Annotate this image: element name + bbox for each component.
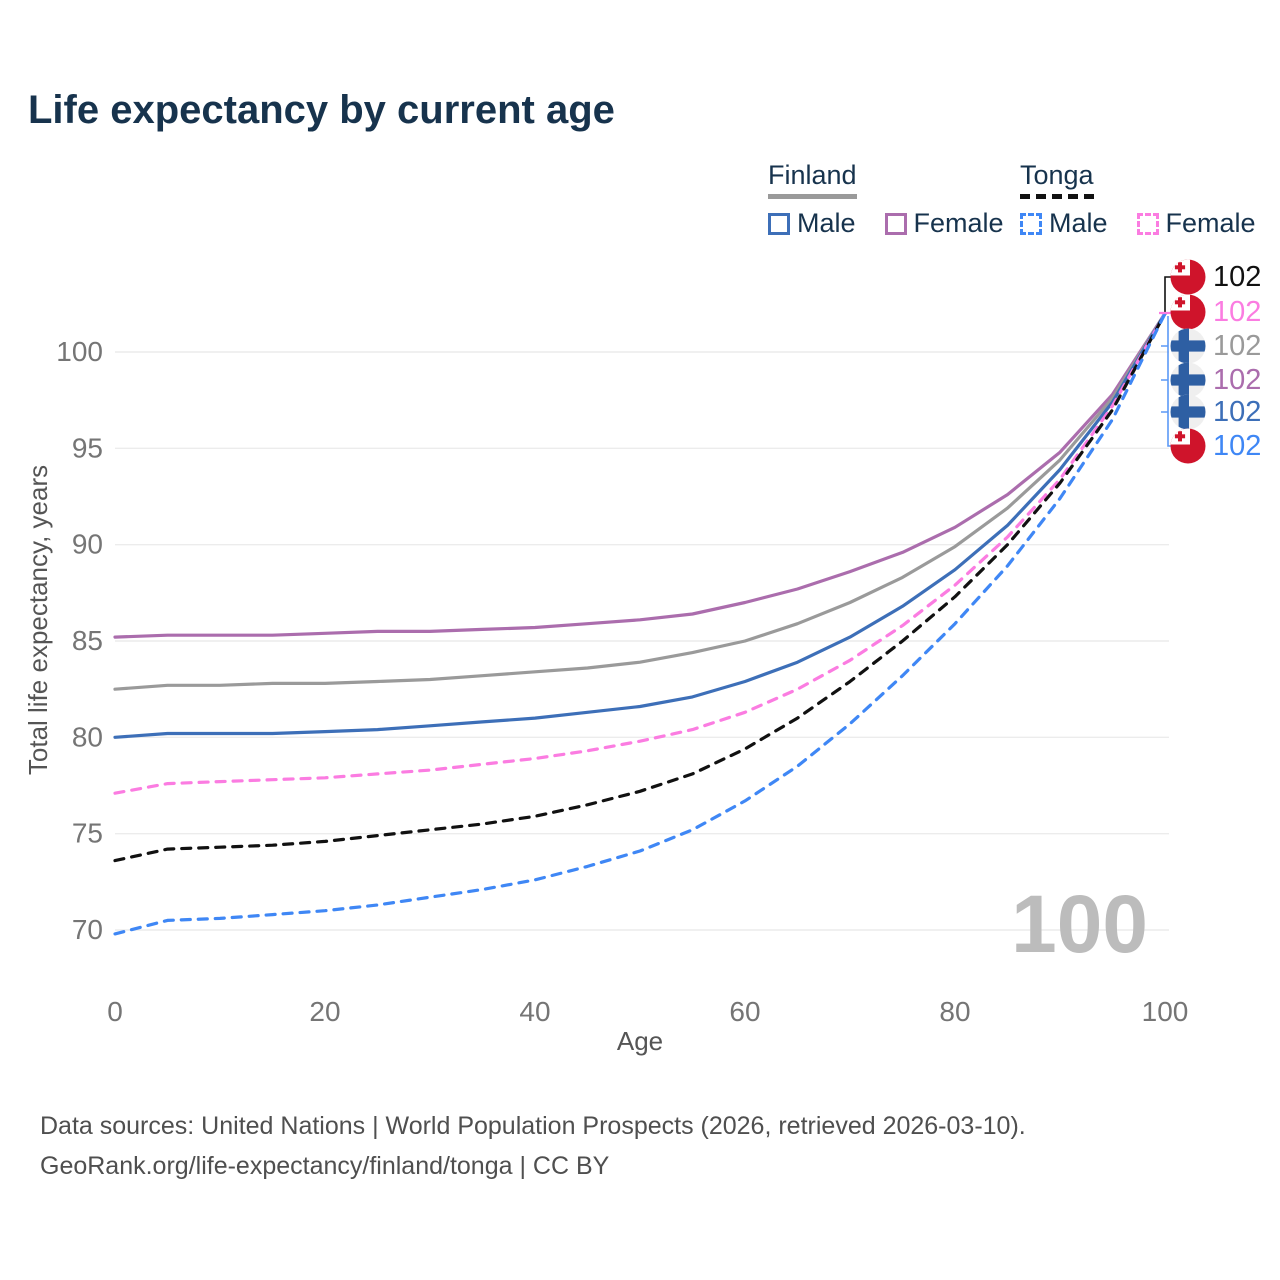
footer-data-sources: Data sources: United Nations | World Pop… (40, 1112, 1026, 1140)
y-tick-label: 90 (72, 529, 103, 560)
series-line-finland_total (113, 311, 1167, 691)
gridlines: 70 75 80 85 90 95 100 0 20 40 60 80 100 (56, 336, 1188, 1027)
series-line-tonga_total (113, 311, 1167, 863)
footer: Data sources: United Nations | World Pop… (40, 1106, 1026, 1186)
end-label-value: 102 (1213, 429, 1262, 462)
y-tick-label: 75 (72, 818, 103, 849)
series-line-tonga_male (113, 311, 1167, 936)
legend-item-tonga-male[interactable]: Male (1020, 208, 1108, 239)
x-tick-label: 0 (107, 996, 123, 1027)
tonga-female-swatch-icon (1136, 212, 1159, 235)
end-label-row-finland_female: 102 (1170, 362, 1261, 398)
x-tick-label: 80 (939, 996, 970, 1027)
tonga-flag-icon (1170, 259, 1206, 295)
legend-row-tonga: Male Female (1020, 208, 1278, 239)
x-tick-label: 60 (729, 996, 760, 1027)
end-label-value: 102 (1213, 329, 1262, 362)
y-tick-label: 100 (56, 336, 103, 367)
end-label-value: 102 (1213, 395, 1262, 428)
end-label-row-tonga_total: 102 (1170, 259, 1261, 295)
age-counter-watermark: 100 (1011, 879, 1148, 970)
legend-group-finland: Finland Male Female (768, 160, 1026, 239)
legend-country-tonga: Tonga (1020, 160, 1094, 199)
tonga-flag-icon (1170, 294, 1206, 330)
x-tick-label: 40 (519, 996, 550, 1027)
finland-flag-icon (1170, 362, 1206, 398)
legend-item-finland-male[interactable]: Male (768, 208, 856, 239)
y-tick-label: 95 (72, 432, 103, 463)
series-line-finland_female (113, 311, 1167, 639)
legend-label-tonga-male: Male (1049, 208, 1108, 238)
x-axis-title: Age (617, 1026, 663, 1056)
end-label-row-tonga_male: 102 (1170, 428, 1261, 464)
end-label-value: 102 (1213, 295, 1262, 328)
legend-label-tonga-female: Female (1165, 208, 1256, 238)
finland-flag-icon (1170, 328, 1206, 364)
y-axis-title: Total life expectancy, years (23, 465, 53, 775)
series-line-tonga_female (113, 311, 1167, 795)
end-label-row-finland_male: 102 (1170, 394, 1261, 430)
end-label-value: 102 (1213, 260, 1262, 293)
legend-country-finland: Finland (768, 160, 857, 199)
tonga-male-swatch-icon (1020, 212, 1042, 235)
legend-item-tonga-female[interactable]: Female (1136, 208, 1256, 239)
finland-flag-icon (1170, 394, 1206, 430)
end-label-row-tonga_female: 102 (1170, 294, 1261, 330)
legend-item-finland-female[interactable]: Female (884, 208, 1004, 239)
y-tick-label: 70 (72, 914, 103, 945)
legend-label-finland-male: Male (797, 208, 856, 238)
page-title: Life expectancy by current age (28, 88, 615, 132)
x-tick-label: 20 (309, 996, 340, 1027)
legend-label-finland-female: Female (913, 208, 1004, 238)
x-tick-label: 100 (1142, 996, 1189, 1027)
tonga-flag-icon (1170, 428, 1206, 464)
y-tick-label: 80 (72, 721, 103, 752)
end-label-value: 102 (1213, 363, 1262, 396)
legend-group-tonga: Tonga Male Female (1020, 160, 1278, 239)
series-line-finland_male (113, 311, 1167, 739)
end-label-row-finland_total: 102 (1170, 328, 1261, 364)
finland-male-swatch-icon (768, 212, 790, 235)
legend-row-finland: Male Female (768, 208, 1026, 239)
footer-url: GeoRank.org/life-expectancy/finland/tong… (40, 1152, 610, 1180)
y-tick-label: 85 (72, 625, 103, 656)
finland-female-swatch-icon (884, 212, 907, 235)
